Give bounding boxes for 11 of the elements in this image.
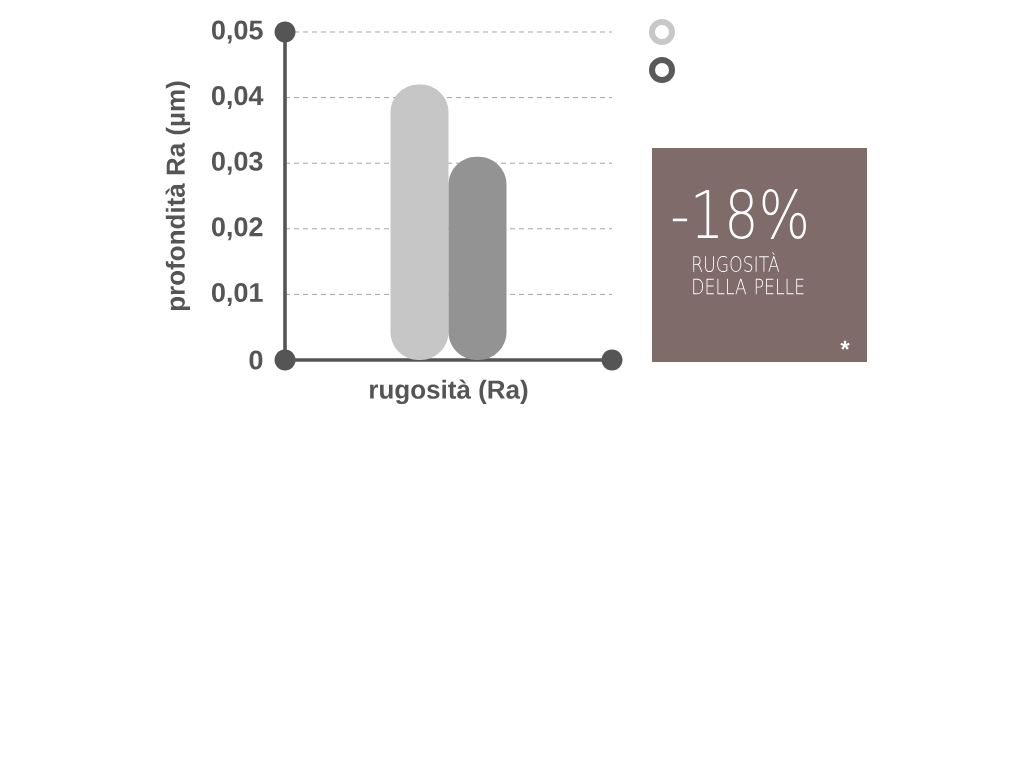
x-tick-label: rugosità (Ra) (370, 379, 528, 405)
y-tick-label: 0,04 (211, 86, 264, 110)
y-axis-title: profondità Ra (µm) (165, 81, 191, 311)
y-tick-label: 0,03 (211, 151, 263, 175)
y-tick-label: 0,05 (211, 20, 263, 44)
text: RUGOSITÀ DELLA PELLE (693, 252, 804, 295)
y-tick-label: 0,02 (211, 217, 263, 241)
text: -18% (672, 189, 806, 239)
text: * (840, 340, 850, 350)
y-tick-label: 0 (249, 350, 263, 370)
y-tick-label: 0,01 (211, 282, 263, 306)
